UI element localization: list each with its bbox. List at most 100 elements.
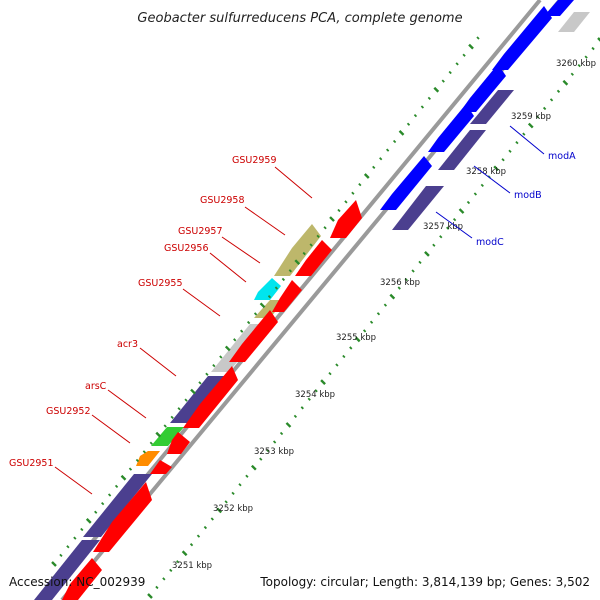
tick-dot xyxy=(253,312,258,316)
topology-summary: Topology: circular; Length: 3,814,139 bp… xyxy=(259,575,590,589)
tick-dot xyxy=(329,216,335,222)
tick-dot xyxy=(181,550,188,557)
tick-dot xyxy=(224,345,231,352)
tick-dot xyxy=(480,183,484,188)
tick-dot xyxy=(177,407,181,411)
tick-label-3253: 3253 kbp xyxy=(254,447,294,457)
gene-rev-6[interactable] xyxy=(229,310,278,362)
tick-dot xyxy=(107,493,112,497)
tick-dot xyxy=(591,46,595,51)
tick-dot xyxy=(128,467,133,471)
tick-dot xyxy=(468,43,474,50)
tick-dot xyxy=(272,440,277,444)
tick-dot xyxy=(351,191,355,195)
tick-dot xyxy=(85,518,92,524)
gene-mod-2[interactable] xyxy=(428,104,474,152)
gene-rev-8[interactable] xyxy=(295,240,332,276)
label-GSU2955[interactable]: GSU2955 xyxy=(138,278,183,289)
tick-dot xyxy=(398,130,405,136)
tick-dot xyxy=(302,251,306,256)
leader-GSU2951 xyxy=(54,466,93,495)
gene-rev-5[interactable] xyxy=(183,366,238,428)
tick-dot xyxy=(51,561,57,567)
gene-rev-3[interactable] xyxy=(150,460,172,474)
tick-dot xyxy=(120,474,127,481)
tick-dot xyxy=(323,226,327,230)
tick-dot xyxy=(432,243,436,247)
gene-rev-7[interactable] xyxy=(272,280,302,312)
gene-modC[interactable] xyxy=(392,186,444,230)
label-GSU2952[interactable]: GSU2952 xyxy=(46,406,91,417)
tick-dot xyxy=(259,457,263,461)
tick-dot xyxy=(114,484,119,489)
gene-GSU2957[interactable] xyxy=(274,224,321,276)
tick-dot xyxy=(379,157,383,161)
gene-rev-1[interactable] xyxy=(62,558,102,600)
tick-label-3252: 3252 kbp xyxy=(213,504,253,514)
tick-dot xyxy=(420,105,425,109)
label-GSU2956[interactable]: GSU2956 xyxy=(164,243,209,254)
tick-dot xyxy=(527,122,534,129)
gene-mod-3[interactable] xyxy=(460,64,506,112)
tick-label-3256: 3256 kbp xyxy=(380,278,420,288)
tick-dot xyxy=(320,379,326,386)
tick-dot xyxy=(522,132,526,136)
tick-dot xyxy=(281,277,286,282)
tick-dot xyxy=(250,464,257,471)
tick-dot xyxy=(363,173,370,179)
label-acr3[interactable]: acr3 xyxy=(117,339,138,350)
gene-acr3[interactable] xyxy=(170,376,226,423)
tick-dot xyxy=(285,422,292,428)
tick-dot xyxy=(233,338,237,342)
label-modB[interactable]: modB xyxy=(514,190,542,201)
tick-dot xyxy=(418,260,422,265)
tick-dot xyxy=(210,517,214,521)
label-GSU2951[interactable]: GSU2951 xyxy=(9,458,54,469)
tick-dot xyxy=(462,53,466,57)
tick-dot xyxy=(501,158,505,162)
tick-dot xyxy=(59,553,63,558)
gene-mod-4[interactable] xyxy=(492,6,552,70)
gene-rev-2[interactable] xyxy=(93,482,152,552)
gene-GSU2952[interactable] xyxy=(136,451,160,466)
label-GSU2959[interactable]: GSU2959 xyxy=(232,155,277,166)
gene-GSU2956[interactable] xyxy=(254,278,281,300)
tick-dot xyxy=(279,431,284,436)
tick-label-3251: 3251 kbp xyxy=(172,561,212,571)
tick-dot xyxy=(389,293,396,300)
label-arsC[interactable]: arsC xyxy=(85,381,107,392)
tick-dot xyxy=(300,406,304,410)
tick-dot xyxy=(577,64,581,68)
tick-dot xyxy=(349,346,353,350)
tick-dot xyxy=(198,381,202,385)
gene-grey-top[interactable] xyxy=(558,12,590,32)
tick-dot xyxy=(101,502,105,506)
tick-dot xyxy=(155,431,162,438)
tick-dot xyxy=(556,89,561,93)
label-modA[interactable]: modA xyxy=(548,151,576,162)
leader-GSU2959 xyxy=(274,166,313,199)
tick-dot xyxy=(135,458,140,463)
gene-modB[interactable] xyxy=(438,130,486,170)
gene-rev-4[interactable] xyxy=(167,432,190,454)
gene-rev-9[interactable] xyxy=(330,200,362,238)
gene-mod-1[interactable] xyxy=(380,156,432,210)
label-GSU2957[interactable]: GSU2957 xyxy=(178,226,223,237)
tick-label-3259: 3259 kbp xyxy=(511,112,551,122)
gene-modA[interactable] xyxy=(470,90,514,124)
gene-arsC[interactable] xyxy=(151,427,184,446)
tick-dot xyxy=(147,593,153,599)
label-modC[interactable]: modC xyxy=(476,237,504,248)
tick-dot xyxy=(397,286,401,290)
gene-GSU2951b[interactable] xyxy=(83,474,152,537)
tick-dot xyxy=(238,483,242,487)
gene-mod-5[interactable] xyxy=(544,0,574,16)
tick-dot xyxy=(542,106,547,111)
label-GSU2958[interactable]: GSU2958 xyxy=(200,195,245,206)
leader-GSU2952 xyxy=(91,414,131,444)
tick-dot xyxy=(404,277,408,282)
tick-dot xyxy=(169,568,173,572)
gene-GSU2951[interactable] xyxy=(34,540,100,600)
tick-dot xyxy=(439,235,443,239)
